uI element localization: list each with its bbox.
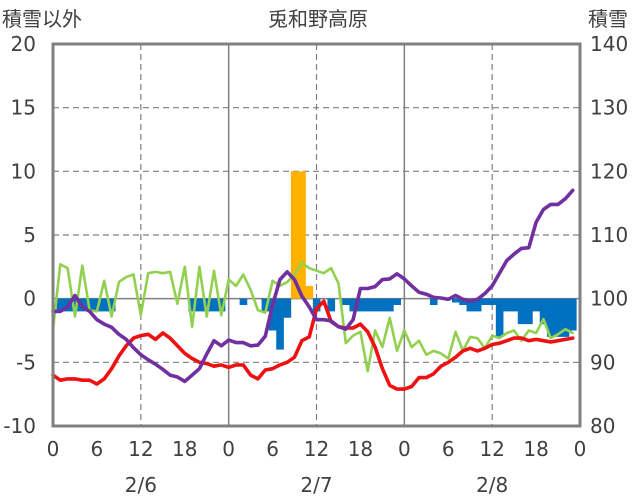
snow-change-bar bbox=[495, 298, 504, 337]
snow-change-bar bbox=[386, 298, 394, 312]
snow-change-bar bbox=[312, 298, 321, 312]
snow-change-bar bbox=[459, 298, 467, 306]
x-hour-tick-label: 6 bbox=[266, 437, 279, 461]
x-hour-tick-label: 18 bbox=[523, 437, 548, 461]
snow-change-bar bbox=[547, 298, 555, 337]
snow-change-bar bbox=[517, 298, 526, 325]
snow-change-bar bbox=[195, 298, 204, 312]
precip-bar bbox=[298, 171, 306, 299]
y-right-tick-label: 100 bbox=[590, 287, 628, 311]
x-hour-tick-label: 12 bbox=[128, 437, 153, 461]
snow-change-bar bbox=[532, 298, 541, 312]
snow-change-bar bbox=[93, 298, 101, 312]
snow-change-bar bbox=[188, 298, 197, 312]
bars-layer bbox=[56, 171, 577, 350]
snow-change-bar bbox=[268, 298, 277, 331]
snow-change-bar bbox=[451, 298, 460, 303]
x-hour-tick-label: 18 bbox=[172, 437, 197, 461]
snow-change-bar bbox=[561, 298, 570, 337]
snow-change-bar bbox=[466, 298, 475, 312]
x-hour-tick-label: 0 bbox=[574, 437, 587, 461]
lines-layer bbox=[51, 188, 575, 391]
x-hour-tick-label: 0 bbox=[47, 437, 60, 461]
snow-change-bar bbox=[356, 298, 365, 312]
x-hour-tick-label: 6 bbox=[91, 437, 104, 461]
snow-change-bar bbox=[71, 298, 79, 312]
y-left-tick-label: -5 bbox=[16, 350, 36, 374]
snow-change-bar bbox=[364, 298, 372, 312]
x-hour-tick-label: 0 bbox=[222, 437, 235, 461]
snow-change-bar bbox=[107, 298, 116, 312]
temperature-line bbox=[51, 299, 575, 391]
snow-change-bar bbox=[239, 298, 248, 306]
snow-change-bar bbox=[429, 298, 438, 306]
snow-change-bar bbox=[569, 298, 577, 331]
snow-change-bar bbox=[473, 298, 482, 312]
snow-change-bar bbox=[378, 298, 387, 312]
snow-change-bar bbox=[481, 298, 489, 306]
snow-change-bar bbox=[488, 298, 497, 306]
chart-title: 兎和野高原 bbox=[268, 7, 368, 31]
snow-change-bar bbox=[203, 298, 211, 312]
snow-change-bar bbox=[503, 298, 511, 312]
x-hour-tick-label: 12 bbox=[479, 437, 504, 461]
snow-change-bar bbox=[100, 298, 109, 312]
y-right-tick-label: 80 bbox=[590, 414, 615, 438]
snow-change-bar bbox=[554, 298, 563, 337]
x-day-label: 2/8 bbox=[476, 473, 508, 497]
right-axis-label: 積雪 bbox=[588, 7, 628, 31]
x-hour-tick-label: 18 bbox=[348, 437, 373, 461]
y-right-tick-label: 110 bbox=[590, 223, 628, 247]
y-left-tick-label: 20 bbox=[11, 32, 36, 56]
snow-change-bar bbox=[261, 298, 270, 312]
y-left-tick-label: 10 bbox=[11, 159, 36, 183]
y-right-tick-label: 120 bbox=[590, 159, 628, 183]
y-right-tick-label: 90 bbox=[590, 350, 615, 374]
snow-change-bar bbox=[342, 298, 350, 306]
x-hour-tick-label: 12 bbox=[304, 437, 329, 461]
snow-change-bar bbox=[283, 298, 292, 318]
x-hour-tick-label: 0 bbox=[398, 437, 411, 461]
snow-change-bar bbox=[539, 298, 548, 325]
y-left-tick-label: 5 bbox=[23, 223, 36, 247]
grid-lines bbox=[53, 44, 580, 426]
x-day-label: 2/6 bbox=[125, 473, 157, 497]
snow-change-bar bbox=[56, 298, 65, 312]
snow-change-bar bbox=[510, 298, 519, 312]
y-right-tick-label: 130 bbox=[590, 96, 628, 120]
x-hour-tick-label: 6 bbox=[442, 437, 455, 461]
snow-change-bar bbox=[210, 298, 218, 312]
snow-change-bar bbox=[327, 298, 336, 312]
precip-bar bbox=[290, 171, 299, 299]
y-right-tick-label: 140 bbox=[590, 32, 628, 56]
snow-change-bar bbox=[371, 298, 380, 312]
plot-frame bbox=[51, 42, 582, 428]
y-left-tick-label: -10 bbox=[3, 414, 36, 438]
snow-depth-line bbox=[51, 188, 575, 384]
y-left-tick-label: 15 bbox=[11, 96, 36, 120]
snow-change-bar bbox=[393, 298, 401, 306]
snow-change-bar bbox=[349, 298, 358, 312]
x-day-label: 2/7 bbox=[300, 473, 332, 497]
snow-change-bar bbox=[276, 298, 284, 350]
precip-bar bbox=[305, 285, 314, 299]
snow-change-bar bbox=[525, 298, 533, 325]
y-left-tick-label: 0 bbox=[23, 287, 36, 311]
left-axis-label: 積雪以外 bbox=[2, 7, 82, 31]
snow-change-bar bbox=[217, 298, 226, 312]
